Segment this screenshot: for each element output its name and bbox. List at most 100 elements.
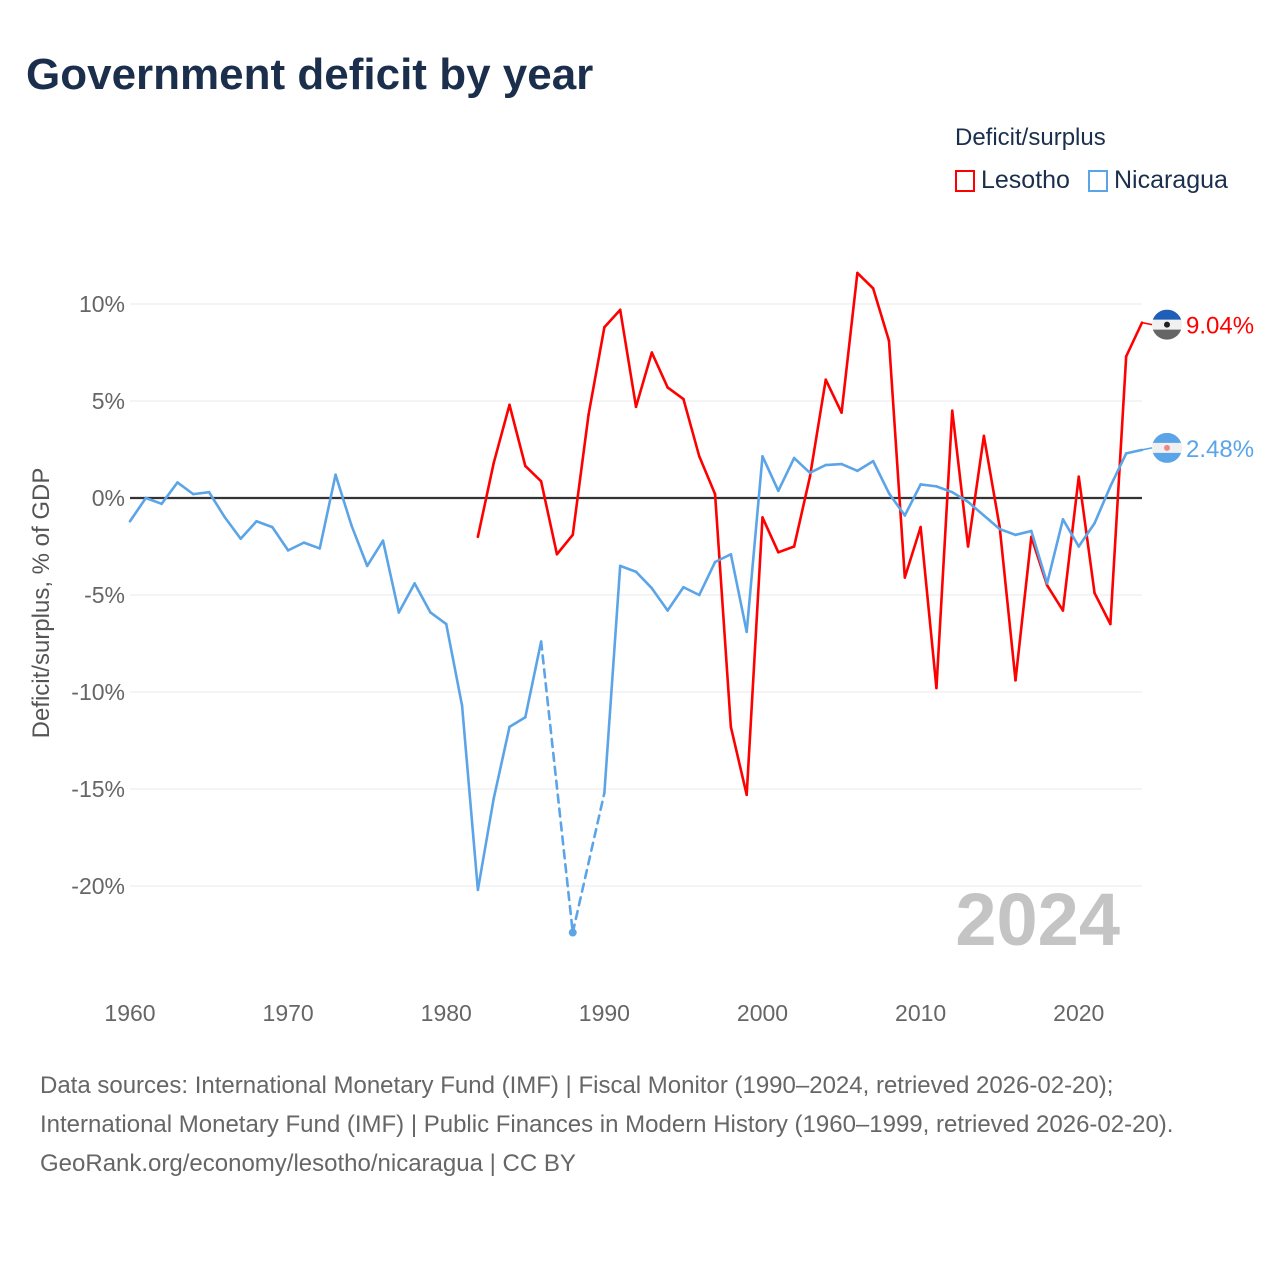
year-watermark: 2024 [955, 878, 1120, 961]
series-segment [508, 715, 527, 729]
series-segment [840, 462, 859, 473]
x-tick-label: 2020 [1053, 1000, 1104, 1026]
legend-label-nicaragua: Nicaragua [1113, 166, 1228, 194]
series-segment [286, 541, 306, 552]
lesotho-flag-icon [1152, 309, 1182, 340]
series-segment [381, 539, 401, 614]
series-segment [761, 454, 780, 493]
series-segment [603, 564, 622, 795]
series-segment [1124, 321, 1144, 358]
series-segment [682, 397, 701, 458]
series-segment [966, 500, 986, 517]
series-segment [476, 461, 495, 539]
y-tick-label: -20% [71, 873, 125, 899]
series-gap-segment [539, 640, 575, 934]
series-segment [160, 481, 179, 506]
series-segment [903, 525, 922, 579]
series-segment [176, 481, 195, 496]
x-tick-label: 2010 [895, 1000, 946, 1026]
series-segment [1109, 355, 1128, 626]
series-segment [745, 454, 764, 634]
series-segment [618, 308, 638, 409]
series-segment [255, 519, 274, 529]
series-segment [808, 463, 828, 475]
series-segment [334, 473, 353, 527]
series-segment [650, 586, 669, 612]
series-segment [919, 525, 938, 690]
series-segment [713, 552, 733, 564]
footer: Data sources: International Monetary Fun… [40, 1066, 1240, 1183]
series-segment [555, 533, 575, 556]
series-segment [128, 496, 148, 523]
series-segment [350, 523, 369, 568]
legend-swatch-nicaragua [1087, 169, 1108, 192]
series-segment [318, 473, 337, 550]
series-segment [729, 552, 748, 634]
end-label-connector [1141, 321, 1153, 326]
series-segment [397, 582, 416, 614]
series-segment [1061, 518, 1081, 548]
series-segment [429, 611, 448, 626]
series-segment [1093, 485, 1112, 525]
series-segment [950, 409, 970, 548]
series-segment [840, 271, 859, 414]
series-segment [1061, 475, 1081, 612]
nicaragua-flag-icon [1152, 432, 1182, 463]
series-segment [634, 570, 654, 590]
series-segment [223, 516, 242, 541]
series-segment [856, 271, 875, 290]
series-segment [650, 351, 669, 389]
series-segment [982, 434, 1001, 529]
series-segment [697, 454, 717, 496]
series-segment [682, 585, 701, 597]
series-segment [998, 527, 1017, 537]
chart-title: Government deficit by year [26, 50, 594, 99]
legend-item-lesotho[interactable]: Lesotho [955, 166, 1070, 195]
series-segment [745, 516, 764, 797]
series-segment [191, 490, 211, 496]
series-segment [792, 475, 812, 548]
x-tick-label: 1960 [104, 1000, 155, 1026]
series-segment [365, 539, 385, 568]
legend-swatch-lesotho [955, 169, 975, 192]
end-value-label: 2.48% [1186, 436, 1254, 463]
series-segment [1093, 591, 1112, 626]
series-segment [144, 496, 163, 506]
series-segment [935, 409, 954, 690]
series-segment [571, 413, 590, 537]
series-segment [998, 525, 1017, 682]
series-segment [887, 492, 907, 517]
series-segment [966, 434, 986, 548]
x-tick-label: 1970 [263, 1000, 314, 1026]
y-tick-label: 10% [79, 291, 125, 317]
series-segment [1124, 448, 1144, 455]
series-segment [1014, 535, 1033, 682]
series-segment [539, 480, 559, 556]
series-segment [777, 545, 796, 554]
series-segment [697, 560, 717, 597]
y-tick-label: -15% [71, 776, 125, 802]
y-tick-label: 0% [92, 485, 125, 511]
series-segment [444, 622, 464, 707]
series-segment [1030, 529, 1049, 585]
series-segment [871, 287, 891, 343]
series-segment [413, 582, 432, 614]
series-segment [729, 725, 748, 797]
series-segment [587, 325, 606, 416]
y-tick-label: 5% [92, 388, 125, 414]
series-segment [808, 378, 828, 478]
y-tick-label: -10% [71, 679, 125, 705]
series-segment [524, 640, 543, 719]
series-segment [903, 483, 922, 517]
credit-link[interactable]: GeoRank.org/economy/lesotho/nicaragua | … [40, 1150, 576, 1177]
x-tick-label: 1980 [421, 1000, 472, 1026]
series-segment [302, 541, 322, 550]
series-segment [508, 403, 527, 468]
y-tick-label: -5% [84, 582, 125, 608]
series-segment [634, 351, 654, 409]
series-segment [524, 464, 543, 483]
legend-item-nicaragua[interactable]: Nicaragua [1087, 166, 1228, 195]
data-sources: Data sources: International Monetary Fun… [40, 1072, 1174, 1138]
legend-label-lesotho: Lesotho [981, 166, 1070, 194]
series-segment [713, 492, 733, 729]
